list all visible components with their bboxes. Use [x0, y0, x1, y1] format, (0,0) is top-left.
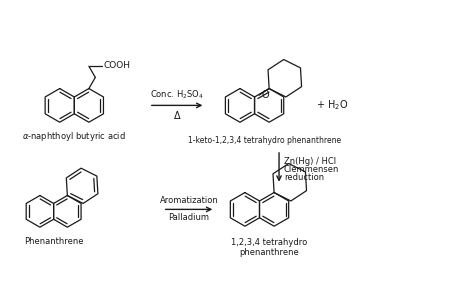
Text: + H$_2$O: + H$_2$O — [316, 99, 348, 112]
Text: 1-keto-1,2,3,4 tetrahydro phenanthrene: 1-keto-1,2,3,4 tetrahydro phenanthrene — [188, 136, 341, 145]
Text: $\alpha$-naphthoyl butyric acid: $\alpha$-naphthoyl butyric acid — [22, 130, 126, 143]
Text: Aromatization: Aromatization — [160, 196, 219, 205]
Text: COOH: COOH — [104, 61, 131, 70]
Text: Conc. H$_2$SO$_4$: Conc. H$_2$SO$_4$ — [150, 89, 204, 102]
Text: Palladium: Palladium — [168, 213, 210, 222]
Text: $\Delta$: $\Delta$ — [173, 109, 182, 121]
Text: 1,2,3,4 tetrahydro
phenanthrene: 1,2,3,4 tetrahydro phenanthrene — [231, 238, 308, 258]
Text: Zn(Hg) / HCl: Zn(Hg) / HCl — [284, 157, 336, 166]
Text: reduction: reduction — [284, 173, 324, 182]
Text: O: O — [261, 90, 269, 100]
Text: Phenanthrene: Phenanthrene — [24, 237, 83, 246]
Text: Clemmensen: Clemmensen — [284, 165, 339, 174]
